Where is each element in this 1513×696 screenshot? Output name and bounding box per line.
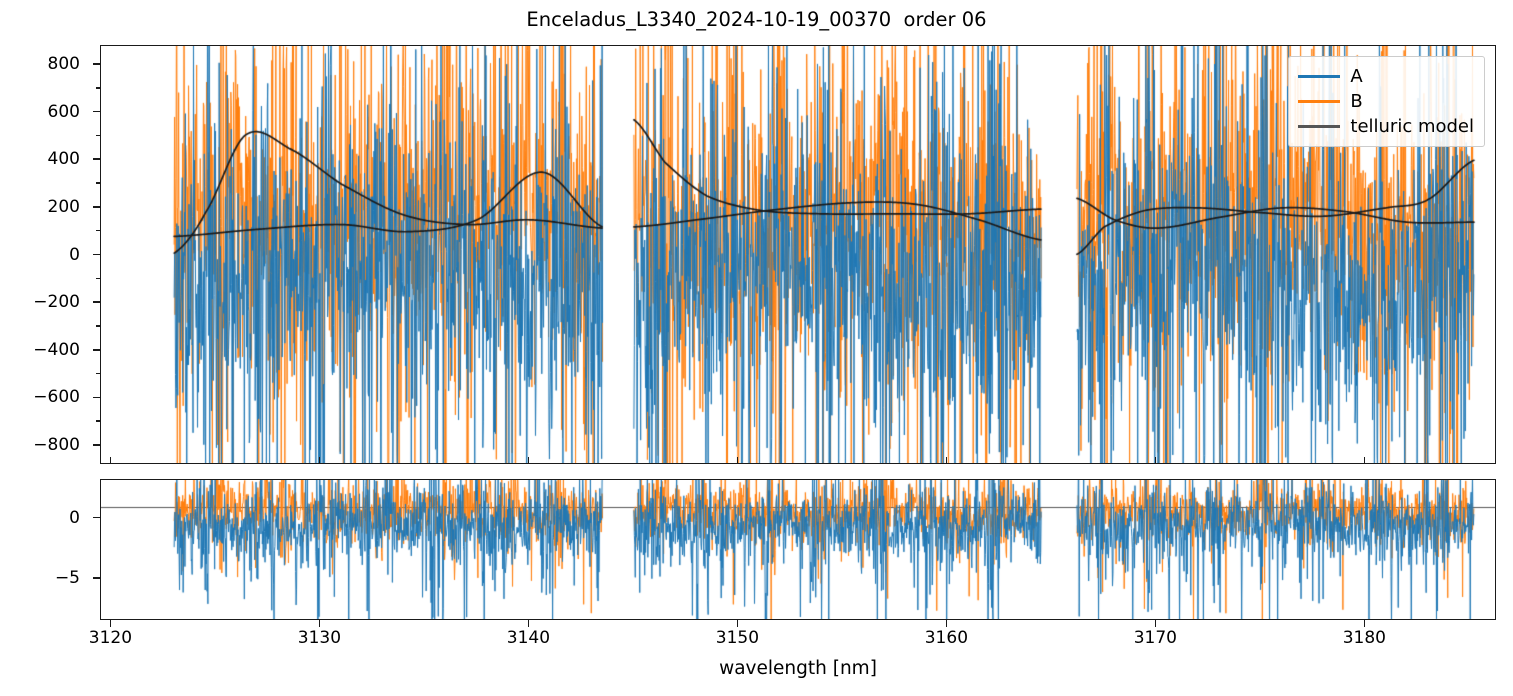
x-tick-label: 3170 bbox=[1133, 628, 1177, 648]
legend-swatch-telluric-model bbox=[1298, 125, 1341, 128]
legend-swatch-b bbox=[1298, 100, 1341, 103]
x-tick-mark-flux bbox=[736, 457, 739, 464]
residual-ytick-label: −5 bbox=[54, 567, 80, 588]
legend-entry-a: A bbox=[1298, 64, 1474, 89]
flux-ytick-minor bbox=[96, 420, 100, 422]
legend-label-a: A bbox=[1350, 66, 1363, 87]
flux-ytick-label: −600 bbox=[33, 387, 80, 408]
flux-ytick-mark bbox=[93, 444, 100, 446]
residual-ytick-mark bbox=[93, 577, 100, 579]
x-tick-mark-flux bbox=[109, 457, 112, 464]
x-tick-mark-flux bbox=[1363, 457, 1366, 464]
flux-ytick-label: 800 bbox=[47, 54, 80, 75]
flux-ytick-mark bbox=[93, 301, 100, 303]
flux-ytick-label: 0 bbox=[69, 244, 80, 265]
x-tick-label: 3180 bbox=[1342, 628, 1386, 648]
flux-ytick-label: 200 bbox=[47, 196, 80, 217]
x-tick-mark bbox=[736, 620, 739, 627]
flux-ytick-mark bbox=[93, 396, 100, 399]
x-tick-mark bbox=[527, 620, 530, 627]
flux-ytick-mark bbox=[93, 348, 100, 351]
x-tick-mark-flux bbox=[1154, 457, 1157, 464]
x-tick-label: 3130 bbox=[297, 628, 342, 648]
legend-label-telluric-model: telluric model bbox=[1350, 116, 1474, 137]
residual-ytick-mark bbox=[93, 516, 100, 519]
flux-ytick-minor bbox=[96, 134, 100, 137]
residual-ytick-label: 0 bbox=[69, 507, 80, 528]
x-tick-mark bbox=[318, 620, 321, 627]
flux-plot-canvas bbox=[101, 46, 1495, 463]
x-tick-mark-flux bbox=[527, 457, 530, 464]
x-tick-label: 3150 bbox=[715, 628, 760, 648]
flux-ytick-minor bbox=[96, 277, 100, 279]
flux-ytick-label: 600 bbox=[47, 101, 80, 122]
x-axis-label: wavelength [nm] bbox=[719, 658, 877, 679]
flux-ytick-minor bbox=[96, 229, 100, 232]
x-tick-mark-flux bbox=[945, 457, 948, 464]
flux-ytick-label: −800 bbox=[33, 434, 80, 455]
flux-ytick-mark bbox=[93, 110, 100, 113]
flux-ytick-label: −200 bbox=[33, 292, 80, 313]
x-tick-label: 3120 bbox=[88, 628, 133, 648]
flux-ytick-mark bbox=[93, 63, 100, 65]
flux-ytick-minor bbox=[96, 182, 100, 184]
flux-ytick-label: 400 bbox=[47, 149, 80, 170]
x-tick-mark bbox=[109, 620, 112, 627]
x-tick-mark bbox=[1363, 620, 1366, 627]
flux-ytick-mark bbox=[93, 158, 100, 161]
x-tick-label: 3140 bbox=[506, 628, 551, 648]
residual-panel bbox=[100, 479, 1496, 620]
page-title: Enceladus_L3340_2024-10-19_00370 order 0… bbox=[526, 8, 987, 31]
legend-label-b: B bbox=[1350, 91, 1363, 112]
flux-ytick-minor bbox=[96, 87, 100, 89]
flux-ytick-mark bbox=[93, 253, 100, 256]
x-tick-mark bbox=[1154, 620, 1157, 627]
residual-plot-canvas bbox=[101, 480, 1495, 619]
flux-ytick-mark bbox=[93, 206, 100, 208]
flux-panel: A B telluric model bbox=[100, 45, 1496, 464]
legend: A B telluric model bbox=[1288, 56, 1485, 147]
x-tick-label: 3160 bbox=[924, 628, 969, 648]
x-tick-mark-flux bbox=[318, 457, 321, 464]
x-tick-mark bbox=[945, 620, 948, 627]
flux-ytick-minor bbox=[96, 325, 100, 327]
legend-entry-b: B bbox=[1298, 89, 1474, 114]
legend-entry-telluric-model: telluric model bbox=[1298, 114, 1474, 139]
flux-ytick-minor bbox=[96, 372, 100, 375]
legend-swatch-a bbox=[1298, 75, 1341, 78]
flux-ytick-label: −400 bbox=[33, 339, 80, 360]
